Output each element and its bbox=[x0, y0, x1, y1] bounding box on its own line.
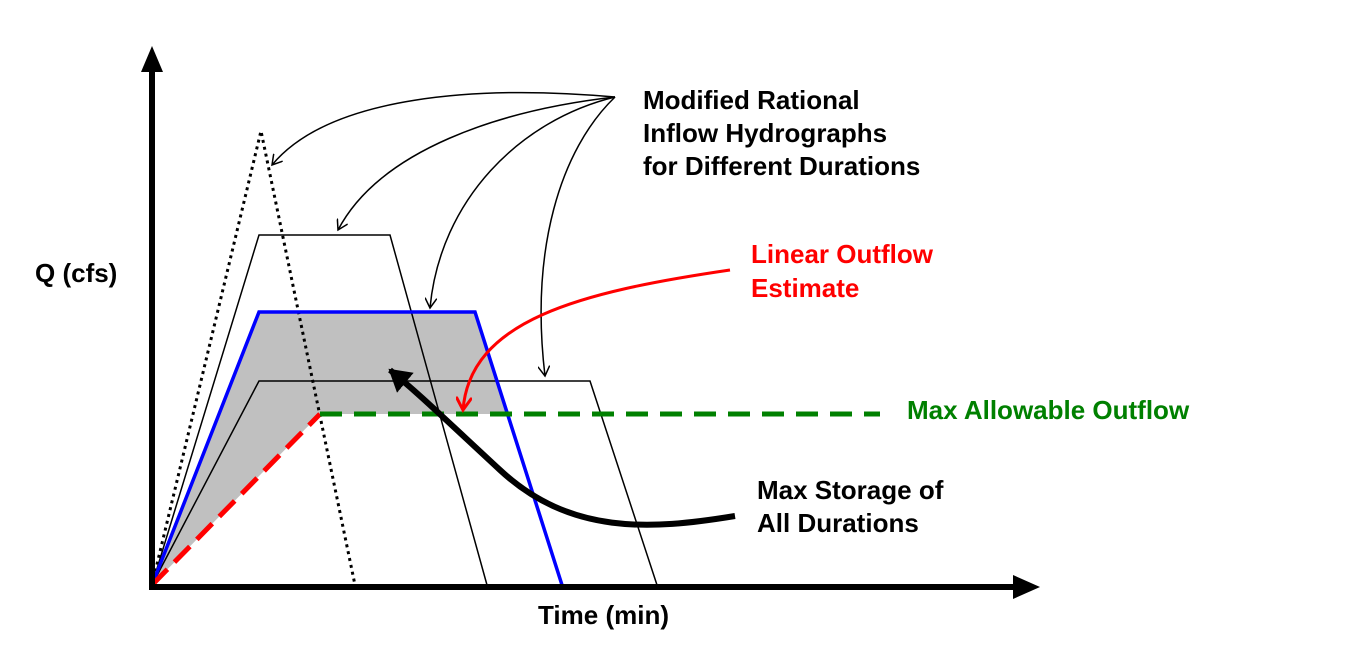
y-axis-label: Q (cfs) bbox=[35, 258, 117, 288]
pointer bbox=[272, 91, 616, 165]
pointer bbox=[338, 96, 616, 230]
linear-outflow bbox=[150, 412, 322, 587]
annotation: Max Allowable Outflow bbox=[907, 395, 1190, 425]
hydrograph-critical bbox=[150, 310, 564, 586]
pointer-arrows bbox=[272, 91, 616, 376]
x-axis-arrow bbox=[1013, 575, 1040, 599]
pointer bbox=[430, 96, 616, 308]
annotation: Linear Outflow bbox=[751, 239, 934, 269]
annotation: for Different Durations bbox=[643, 151, 920, 181]
hydrograph-dotted bbox=[150, 130, 357, 586]
y-axis-arrow bbox=[141, 46, 163, 72]
outflow-pointer bbox=[463, 268, 731, 410]
annotation: Inflow Hydrographs bbox=[643, 118, 887, 148]
annotation: Estimate bbox=[751, 273, 859, 303]
annotation: Modified Rational bbox=[643, 85, 860, 115]
hydrograph bbox=[151, 380, 658, 586]
pointer bbox=[541, 96, 616, 376]
x-axis-label: Time (min) bbox=[538, 600, 669, 630]
annotation: All Durations bbox=[757, 508, 919, 538]
storage-pointer bbox=[388, 367, 736, 528]
annotation: Max Storage of bbox=[757, 475, 944, 505]
